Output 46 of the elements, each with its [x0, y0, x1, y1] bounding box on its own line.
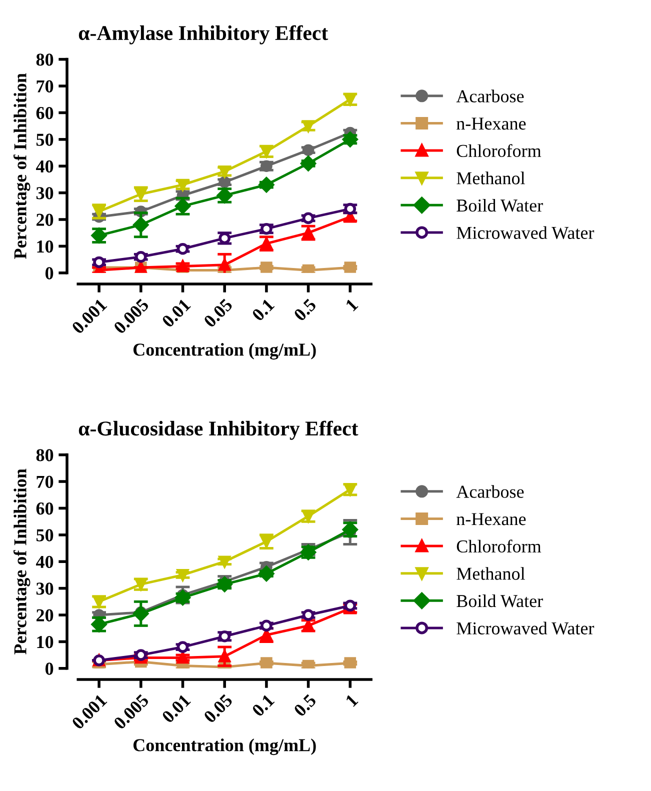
legend-label: Methanol — [456, 567, 525, 580]
x-tick-label: 0.5 — [293, 298, 317, 322]
legend-label: Chloroform — [456, 540, 542, 553]
x-tick-label: 0.1 — [251, 694, 275, 718]
y-tick-label: 50 — [36, 529, 54, 542]
y-tick-label: 40 — [36, 556, 54, 568]
y-tick-label: 0 — [45, 662, 54, 675]
y-tick-label: 20 — [36, 609, 54, 622]
x-tick-label: 0.01 — [161, 298, 192, 328]
legend-label: Chloroform — [456, 144, 542, 158]
y-tick-label: 70 — [36, 476, 54, 488]
y-tick-label: 0 — [45, 267, 54, 280]
y-tick-label: 10 — [37, 240, 54, 253]
x-axis-title: Concentration (mg/mL) — [133, 343, 316, 360]
y-tick-label: 60 — [36, 502, 54, 515]
x-tick-label: 0.05 — [203, 298, 234, 328]
chart-title: α-Amylase Inhibitory Effect — [78, 25, 328, 44]
x-tick-label: 0.01 — [161, 694, 192, 724]
x-tick-label: 0.05 — [203, 694, 234, 724]
x-tick-label: 1 — [345, 694, 358, 707]
y-axis-title: Percentage of Inhibition — [14, 468, 30, 654]
legend-label: Acarbose — [456, 90, 524, 102]
x-tick-label: 0.1 — [251, 298, 275, 322]
y-tick-label: 80 — [36, 54, 54, 66]
legend-label: n-Hexane — [456, 513, 526, 526]
y-tick-label: 70 — [36, 80, 54, 92]
x-tick-label: 0.5 — [293, 694, 317, 718]
y-tick-label: 30 — [36, 582, 54, 595]
y-tick-label: 60 — [36, 106, 54, 120]
legend-label: Methanol — [456, 172, 525, 184]
x-tick-label: 1 — [345, 298, 358, 312]
chart-title: α-Glucosidase Inhibitory Effect — [78, 420, 358, 440]
legend-label: Boild Water — [456, 594, 543, 608]
y-tick-label: 30 — [36, 187, 54, 200]
legend-label: n-Hexane — [456, 118, 526, 130]
x-axis-title: Concentration (mg/mL) — [133, 738, 316, 756]
legend-label: Boild Water — [456, 198, 543, 212]
legend-label: Microwaved Water — [456, 226, 594, 240]
legend-label: Microwaved Water — [456, 622, 594, 635]
y-tick-label: 80 — [36, 449, 54, 462]
y-tick-label: 10 — [37, 636, 54, 648]
y-tick-label: 40 — [36, 160, 54, 173]
y-axis-title: Percentage of Inhibition — [14, 73, 30, 259]
y-tick-label: 50 — [36, 134, 54, 146]
y-tick-label: 20 — [36, 214, 54, 226]
legend-label: Acarbose — [456, 485, 524, 498]
